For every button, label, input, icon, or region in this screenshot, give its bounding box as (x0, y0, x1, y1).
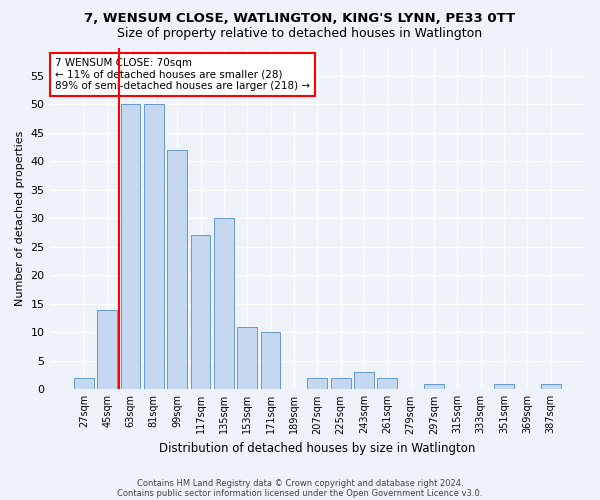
Bar (121, 104, 140, 390)
Bar (424, 384, 444, 390)
Bar (331, 378, 350, 390)
Bar (214, 218, 234, 390)
Text: 7, WENSUM CLOSE, WATLINGTON, KING'S LYNN, PE33 0TT: 7, WENSUM CLOSE, WATLINGTON, KING'S LYNN… (85, 12, 515, 26)
Bar (377, 378, 397, 390)
Bar (260, 332, 280, 390)
Bar (74, 378, 94, 390)
Bar (307, 378, 327, 390)
Bar (354, 372, 374, 390)
Text: 7 WENSUM CLOSE: 70sqm
← 11% of detached houses are smaller (28)
89% of semi-deta: 7 WENSUM CLOSE: 70sqm ← 11% of detached … (55, 58, 310, 91)
Text: Contains HM Land Registry data © Crown copyright and database right 2024.: Contains HM Land Registry data © Crown c… (137, 478, 463, 488)
Bar (541, 384, 560, 390)
Bar (191, 236, 211, 390)
Bar (97, 310, 117, 390)
Bar (494, 384, 514, 390)
Y-axis label: Number of detached properties: Number of detached properties (15, 130, 25, 306)
Bar (167, 150, 187, 390)
X-axis label: Distribution of detached houses by size in Watlington: Distribution of detached houses by size … (159, 442, 475, 455)
Bar (144, 104, 164, 390)
Text: Contains public sector information licensed under the Open Government Licence v3: Contains public sector information licen… (118, 488, 482, 498)
Text: Size of property relative to detached houses in Watlington: Size of property relative to detached ho… (118, 28, 482, 40)
Bar (238, 326, 257, 390)
